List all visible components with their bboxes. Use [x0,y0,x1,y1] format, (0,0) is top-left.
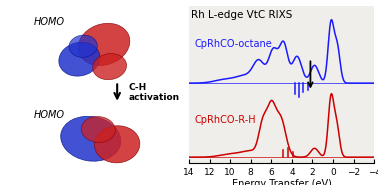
Ellipse shape [81,117,115,142]
Text: Rh L-edge VtC RIXS: Rh L-edge VtC RIXS [191,11,293,21]
Text: HOMO: HOMO [34,17,65,27]
Text: C-H
activation: C-H activation [129,83,180,102]
X-axis label: Energy Transfer (eV): Energy Transfer (eV) [232,179,332,185]
Text: CpRhCO-R-H: CpRhCO-R-H [194,115,256,125]
Ellipse shape [61,116,121,161]
Ellipse shape [78,23,130,65]
Ellipse shape [94,126,140,163]
Ellipse shape [69,35,97,57]
Ellipse shape [59,42,100,76]
Text: HOMO: HOMO [34,110,65,120]
Ellipse shape [93,53,127,80]
Text: CpRhCO-octane: CpRhCO-octane [194,39,272,49]
